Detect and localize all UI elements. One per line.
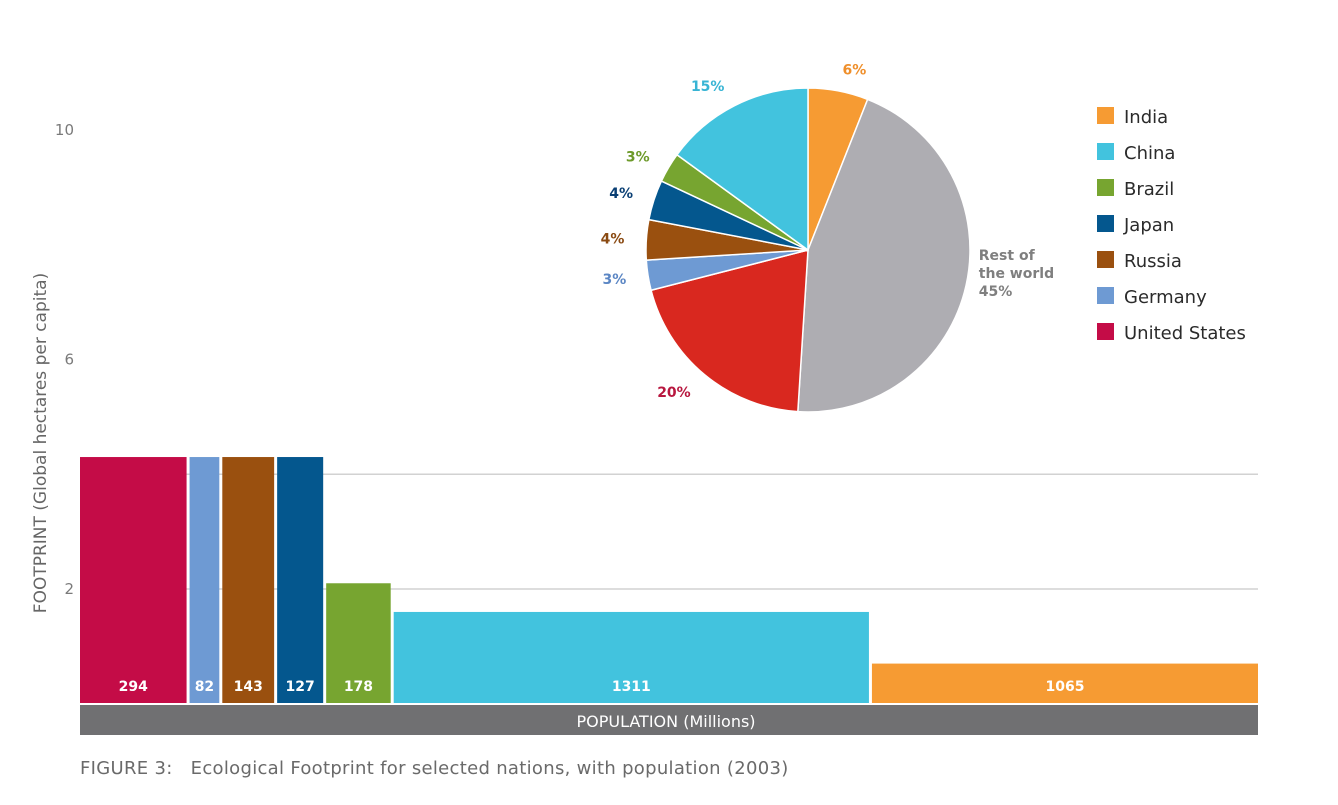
pie-slice-rest-of-the-world bbox=[797, 98, 971, 413]
pie-label-germany: 3% bbox=[602, 272, 626, 288]
bar-population-label-brazil: 178 bbox=[344, 679, 373, 695]
pie-label-japan: 4% bbox=[609, 186, 633, 202]
bar-brazil bbox=[326, 583, 391, 703]
population-axis-band bbox=[80, 705, 1258, 735]
legend-label-brazil: Brazil bbox=[1124, 179, 1174, 200]
legend: India China Brazil Japan Russia Germany United… bbox=[1097, 107, 1246, 344]
legend-swatch-russia bbox=[1097, 251, 1114, 268]
legend-label-india: India bbox=[1124, 107, 1168, 128]
bar-population-label-united-states: 294 bbox=[119, 679, 148, 695]
bar-population-label-japan: 127 bbox=[286, 679, 315, 695]
pie-label-india: 6% bbox=[842, 62, 866, 78]
legend-swatch-germany bbox=[1097, 287, 1114, 304]
bar-germany bbox=[189, 457, 220, 703]
legend-label-germany: Germany bbox=[1124, 287, 1207, 308]
legend-label-russia: Russia bbox=[1124, 251, 1182, 272]
bar-series: 294 82 143 127 178 1311 1065 bbox=[80, 457, 1258, 703]
bar-population-label-germany: 82 bbox=[195, 679, 214, 695]
y-tick-label-2: 2 bbox=[64, 580, 74, 598]
pie-label-brazil: 3% bbox=[626, 149, 650, 165]
legend-label-china: China bbox=[1124, 143, 1175, 164]
legend-swatch-china bbox=[1097, 143, 1114, 160]
bar-russia bbox=[222, 457, 275, 703]
gridlines bbox=[80, 473, 1258, 590]
bar-japan bbox=[277, 457, 324, 703]
y-tick-label-10: 10 bbox=[55, 121, 74, 139]
pie-label-russia: 4% bbox=[601, 231, 625, 247]
legend-swatch-united-states bbox=[1097, 323, 1114, 340]
pie-label-china: 15% bbox=[691, 79, 725, 95]
bar-india bbox=[871, 663, 1258, 703]
bar-population-label-russia: 143 bbox=[234, 679, 263, 695]
pie-slice-china bbox=[676, 87, 809, 251]
legend-swatch-japan bbox=[1097, 215, 1114, 232]
legend-label-united-states: United States bbox=[1124, 323, 1246, 344]
x-axis-label: POPULATION (Millions) bbox=[576, 712, 755, 731]
legend-label-japan: Japan bbox=[1123, 215, 1174, 236]
bar-population-label-india: 1065 bbox=[1045, 679, 1084, 695]
bar-population-label-china: 1311 bbox=[612, 679, 651, 695]
y-axis-label: FOOTPRINT (Global hectares per capita) bbox=[31, 273, 51, 613]
y-axis-ticks: 10 6 2 bbox=[55, 121, 74, 598]
legend-swatch-india bbox=[1097, 107, 1114, 124]
pie-labels: 6% Rest of the world 45% 20% 3% 4% 4% 3% 15% bbox=[601, 62, 1055, 401]
pie-label-rest-of-the-world: Rest of the world 45% bbox=[979, 248, 1054, 300]
pie-chart bbox=[645, 87, 971, 413]
legend-swatch-brazil bbox=[1097, 179, 1114, 196]
bar-united-states bbox=[80, 457, 187, 703]
bar-china bbox=[393, 611, 869, 703]
figure-caption: FIGURE 3: Ecological Footprint for selec… bbox=[80, 758, 789, 779]
pie-slice-united-states bbox=[650, 249, 809, 413]
pie-label-united-states: 20% bbox=[657, 385, 691, 401]
y-tick-label-6: 6 bbox=[64, 351, 74, 369]
